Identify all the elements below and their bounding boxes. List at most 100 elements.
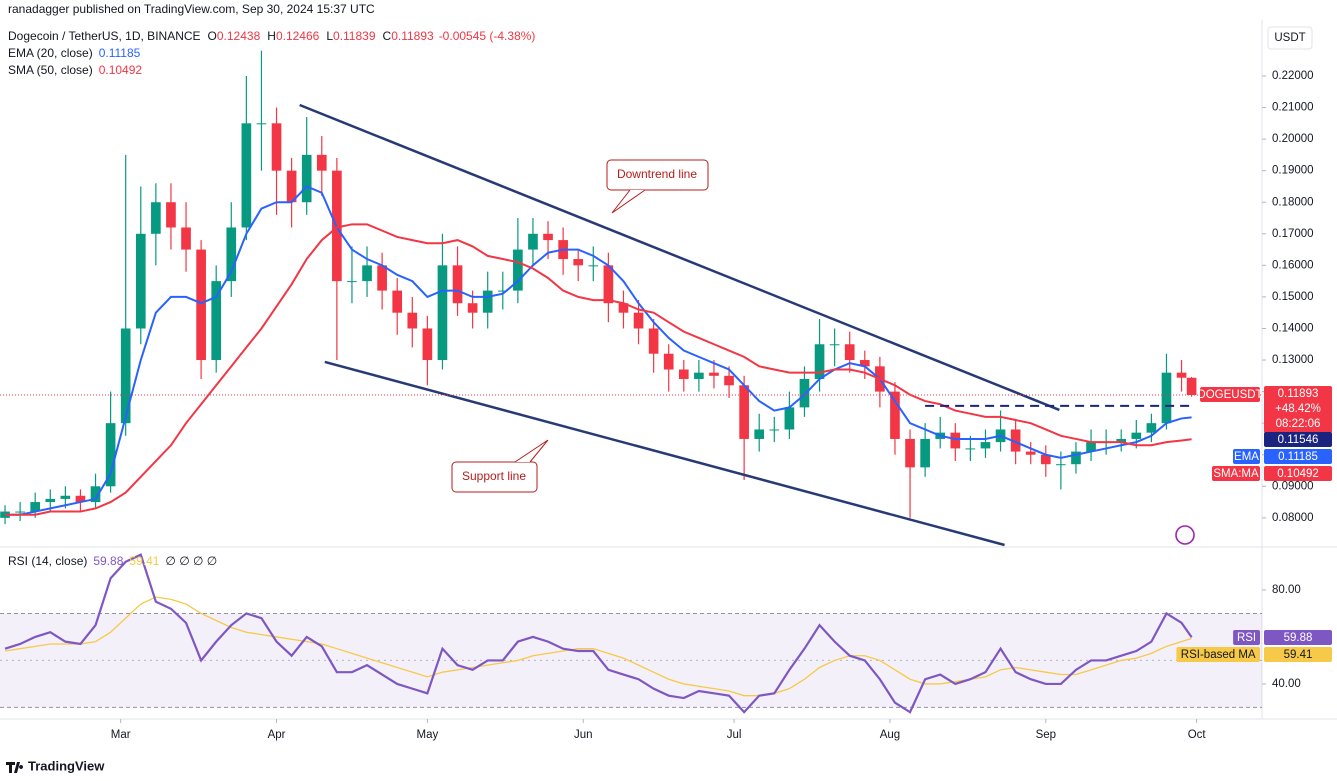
candle-body (120, 328, 131, 424)
candle-body (1176, 372, 1187, 378)
brand-logo (6, 762, 24, 773)
published-note: ranadagger published on TradingView.com,… (8, 2, 375, 16)
rsi-line (4, 553, 1193, 714)
callout-box (606, 159, 709, 191)
candle-body (15, 511, 25, 513)
ohlc-label: C (383, 29, 392, 43)
candle-body (814, 344, 825, 379)
candle-body (45, 498, 56, 503)
candle-body (377, 265, 387, 291)
candle-body (422, 328, 433, 361)
candle-body (166, 202, 176, 228)
x-tick-label: May (417, 729, 439, 741)
candle-body (226, 227, 237, 282)
candle-body (60, 495, 71, 499)
candle-body (151, 202, 161, 234)
candle-body (633, 312, 644, 329)
change-tag: +48.42% (1275, 403, 1321, 415)
legend-value: 0.10492 (99, 63, 143, 77)
ma-tag: EMA (1234, 451, 1259, 463)
candle-body (829, 344, 840, 346)
candle-body (950, 432, 961, 449)
rsi-line (4, 596, 1192, 697)
rsi-tag-bg (1233, 630, 1260, 645)
callout-label: Support line (462, 469, 526, 483)
candle-body (1131, 432, 1142, 439)
rsi-value-tag: 59.41 (1284, 649, 1313, 661)
moving-average-line (5, 185, 1192, 516)
candle-body (754, 429, 765, 439)
candle-body (135, 233, 146, 329)
currency: USDT (1274, 32, 1305, 44)
candle-body (90, 486, 101, 503)
alert-icon[interactable] (1175, 525, 1195, 545)
candle-body (573, 259, 584, 266)
currency-box[interactable] (1267, 26, 1313, 50)
ma-value-tag-bg (1264, 466, 1332, 481)
candle-body (859, 360, 870, 367)
ma-value-tag-bg (1264, 449, 1332, 464)
price-tag: 0.11893 (1278, 388, 1319, 400)
legend-row: SMA (50, close) 0.10492 (8, 63, 142, 77)
y-tick-label: 0.19000 (1272, 165, 1314, 177)
x-tick-label: Oct (1188, 729, 1207, 741)
candle-body (980, 442, 991, 449)
ma-tag-bg (1233, 449, 1260, 464)
rsi-extra: ∅ ∅ ∅ ∅ (165, 554, 217, 568)
candle-body (528, 233, 538, 250)
y-tick-label: 0.14000 (1272, 323, 1314, 335)
rsi-value-tag-bg (1264, 630, 1332, 645)
candle-body (724, 375, 734, 386)
y-tick-label: 0.15000 (1272, 291, 1314, 303)
candle-body (1186, 377, 1197, 395)
candle-body (694, 372, 704, 379)
ma-tag: SMA:MA (1213, 468, 1259, 480)
ohlc-value: 0.12438 (217, 29, 261, 43)
level-tag-bg (1264, 432, 1332, 447)
candle-body (709, 372, 719, 376)
rsi-legend-value: 59.41 (129, 554, 159, 568)
ma-tag-bg (1212, 466, 1260, 481)
candle-body (799, 378, 810, 408)
candle-body (543, 233, 553, 241)
y-tick-label: 0.09000 (1272, 480, 1314, 492)
y-tick-label: 0.20000 (1272, 133, 1314, 145)
candle-body (769, 429, 780, 431)
x-tick-label: Apr (268, 729, 286, 741)
candle-body (603, 265, 614, 304)
change: -0.00545 (-4.38%) (439, 29, 536, 43)
rsi-value-tag-bg (1264, 647, 1332, 662)
candle-body (181, 227, 191, 250)
candle-body (301, 154, 312, 203)
candle-body (844, 344, 855, 361)
y-tick-label: 80.00 (1272, 584, 1301, 596)
x-tick-label: Jun (574, 729, 593, 741)
candle-body (1161, 372, 1172, 424)
candle-body (392, 290, 403, 313)
candle-body (75, 495, 86, 503)
candle-body (905, 438, 915, 468)
brand: TradingView (28, 758, 105, 773)
ma-value-tag: 0.10492 (1277, 468, 1319, 480)
candle-body (467, 303, 478, 313)
rsi-legend-value: 59.88 (93, 554, 123, 568)
price-tag-bg (1264, 386, 1332, 433)
legend-name: SMA (50, close) (8, 63, 93, 77)
countdown: 08:22:06 (1276, 418, 1321, 430)
candle-body (648, 328, 659, 354)
callout-pointer (514, 439, 549, 463)
y-tick-label: 0.22000 (1272, 70, 1314, 82)
ohlc-value: 0.11893 (391, 29, 434, 43)
logo-mark (6, 762, 24, 773)
candle-body (105, 423, 116, 487)
x-tick-label: Sep (1036, 729, 1056, 741)
ohlc-label: H (267, 29, 276, 43)
rsi-tag: RSI-based MA (1181, 649, 1256, 661)
legend-value: 0.11185 (99, 46, 141, 60)
symbol-tag: DOGEUSDT (1197, 389, 1262, 401)
candle-body (784, 407, 795, 430)
candle-body (196, 249, 206, 361)
rsi-lines (4, 553, 1193, 714)
candle-body (482, 290, 493, 313)
